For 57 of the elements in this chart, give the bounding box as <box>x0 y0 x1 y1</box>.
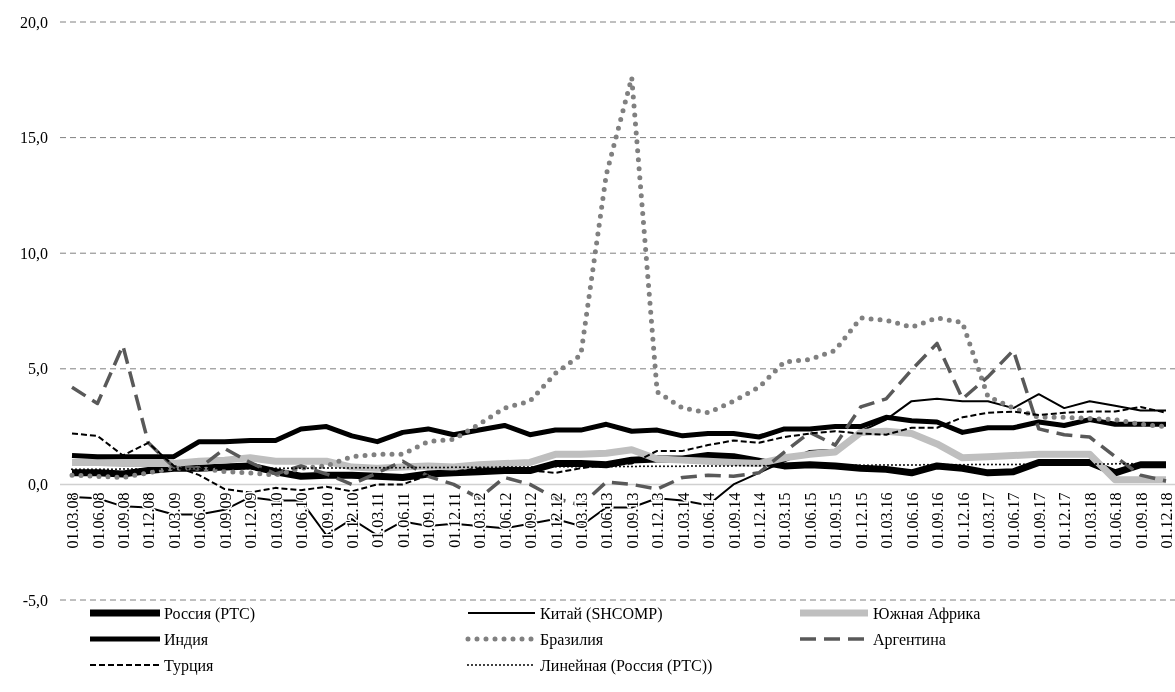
x-tick-label: 01.03.11 <box>369 492 387 548</box>
y-tick-label: 5,0 <box>28 360 48 378</box>
x-tick-label: 01.03.15 <box>776 492 794 549</box>
x-tick-label: 01.06.11 <box>394 492 412 548</box>
x-tick-label: 01.12.18 <box>1158 492 1175 549</box>
x-tick-label: 01.09.11 <box>420 492 438 548</box>
x-tick-label: 01.06.10 <box>293 492 311 549</box>
x-tick-label: 01.09.14 <box>725 492 743 549</box>
x-tick-label: 01.09.15 <box>827 492 845 549</box>
legend-label: Бразилия <box>540 630 604 649</box>
x-tick-label: 01.12.12 <box>547 492 565 549</box>
x-tick-label: 01.09.10 <box>318 492 336 549</box>
x-tick-label: 01.03.16 <box>878 492 896 549</box>
legend-label: Линейная (Россия (PTC)) <box>540 656 713 675</box>
x-tick-label: 01.03.10 <box>267 492 285 549</box>
y-tick-label: -5,0 <box>22 591 48 609</box>
y-tick-label: 10,0 <box>20 244 48 262</box>
x-tick-label: 01.12.16 <box>954 492 972 549</box>
x-tick-label: 01.09.09 <box>216 492 234 549</box>
x-tick-label: 01.09.13 <box>623 492 641 549</box>
x-tick-label: 01.12.17 <box>1056 492 1074 549</box>
x-tick-label: 01.09.18 <box>1132 492 1150 549</box>
x-tick-label: 01.12.14 <box>751 492 769 549</box>
x-tick-label: 01.03.18 <box>1081 492 1099 549</box>
x-tick-label: 01.06.15 <box>801 492 819 549</box>
x-tick-label: 01.06.16 <box>903 492 921 549</box>
x-tick-label: 01.06.08 <box>89 492 107 549</box>
legend-label: Турция <box>164 656 215 675</box>
legend-label: Аргентина <box>873 630 946 649</box>
legend-label: Южная Африка <box>873 604 981 623</box>
legend-label: Россия (PTC) <box>164 604 256 623</box>
x-tick-label: 01.06.14 <box>700 492 718 549</box>
x-tick-label: 01.03.13 <box>572 492 590 549</box>
x-tick-label: 01.12.08 <box>140 492 158 549</box>
x-tick-label: 01.06.18 <box>1107 492 1125 549</box>
x-tick-label: 01.03.17 <box>980 492 998 549</box>
y-tick-label: 0,0 <box>28 476 48 494</box>
x-tick-label: 01.12.10 <box>343 492 361 549</box>
x-tick-label: 01.06.12 <box>496 492 514 549</box>
x-tick-label: 01.06.17 <box>1005 492 1023 549</box>
legend-label: Индия <box>164 630 209 649</box>
y-tick-label: 15,0 <box>20 129 48 147</box>
x-tick-label: 01.09.16 <box>929 492 947 549</box>
x-tick-label: 01.03.12 <box>471 492 489 549</box>
x-tick-label: 01.09.17 <box>1030 492 1048 549</box>
x-tick-label: 01.03.08 <box>64 492 82 549</box>
y-tick-label: 20,0 <box>20 13 48 31</box>
x-tick-label: 01.09.08 <box>114 492 132 549</box>
x-tick-label: 01.09.12 <box>522 492 540 549</box>
x-tick-label: 01.06.13 <box>598 492 616 549</box>
x-tick-label: 01.12.15 <box>852 492 870 549</box>
legend-label: Китай (SHCOMP) <box>540 604 663 623</box>
x-tick-label: 01.03.14 <box>674 492 692 549</box>
x-tick-label: 01.06.09 <box>191 492 209 549</box>
x-tick-label: 01.03.09 <box>165 492 183 549</box>
x-tick-label: 01.12.13 <box>649 492 667 549</box>
x-tick-label: 01.12.09 <box>242 492 260 549</box>
